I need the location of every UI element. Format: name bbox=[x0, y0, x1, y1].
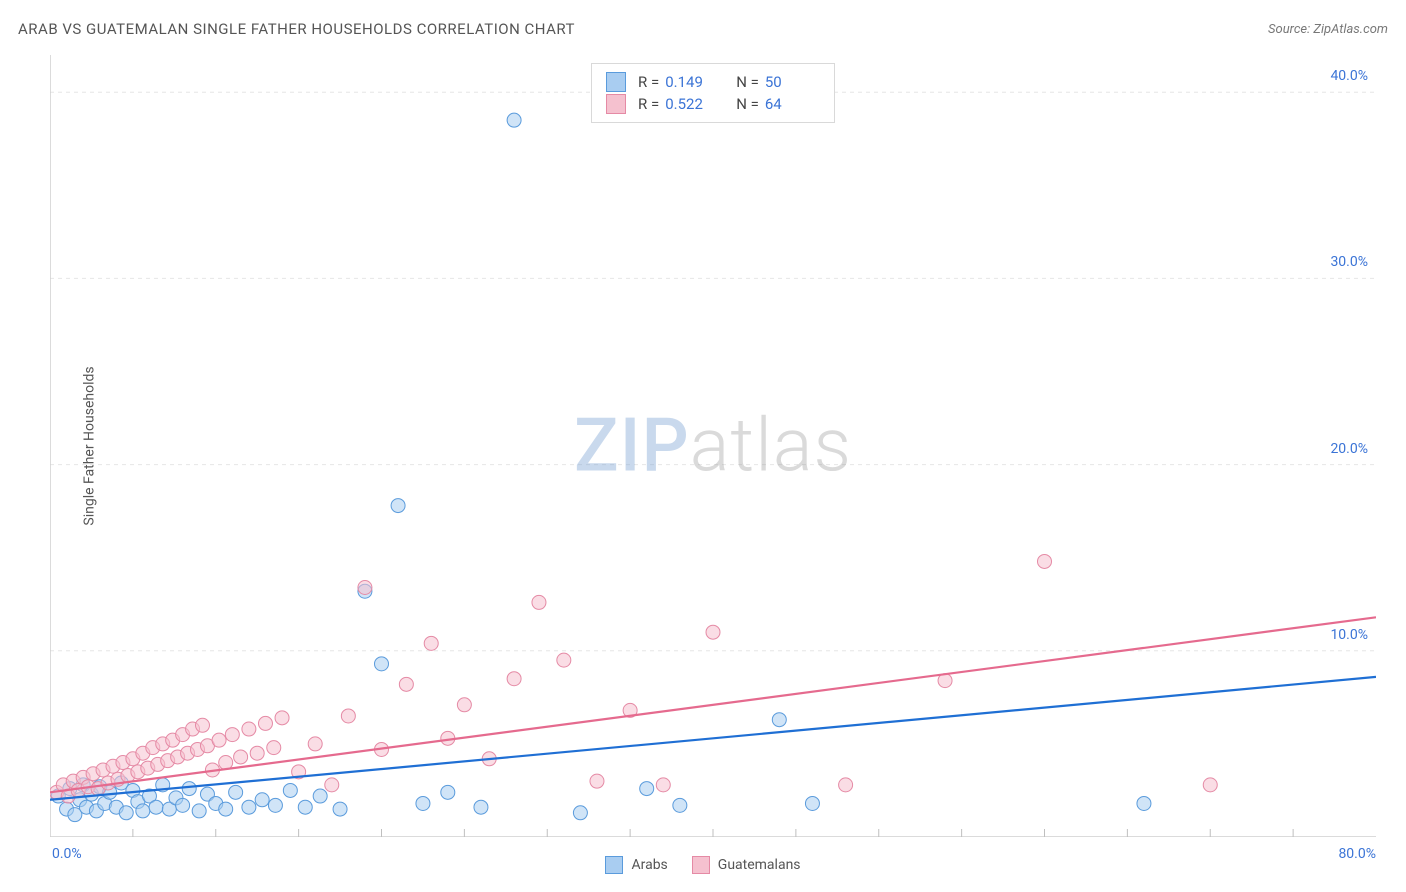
plot-area: ZIPatlas R =0.149N =50R =0.522N =64 bbox=[50, 55, 1376, 837]
r-label: R = bbox=[638, 95, 659, 113]
legend-row: R = 0.149 N = 50 bbox=[606, 72, 820, 92]
n-value: 64 bbox=[765, 95, 820, 113]
legend-label: Arabs bbox=[631, 857, 667, 873]
y-tick-label: 10.0% bbox=[1330, 627, 1368, 643]
n-value: 50 bbox=[765, 73, 820, 91]
y-tick-label: 30.0% bbox=[1330, 254, 1368, 270]
legend-item: Arabs bbox=[605, 856, 667, 874]
n-label: N = bbox=[736, 95, 759, 113]
legend-label: Guatemalans bbox=[718, 857, 801, 873]
y-tick-label: 20.0% bbox=[1330, 441, 1368, 457]
legend-row: R = 0.522 N = 64 bbox=[606, 94, 820, 114]
correlation-legend: R = 0.149 N = 50 R = 0.522 N = 64 bbox=[591, 63, 835, 123]
n-label: N = bbox=[736, 73, 759, 91]
y-axis-tick-labels: 10.0% 20.0% 30.0% 40.0% bbox=[1308, 55, 1368, 837]
legend-swatch-icon bbox=[606, 94, 626, 114]
y-tick-label: 40.0% bbox=[1330, 68, 1368, 84]
chart-title: ARAB VS GUATEMALAN SINGLE FATHER HOUSEHO… bbox=[18, 20, 575, 38]
legend-swatch-icon bbox=[606, 72, 626, 92]
chart-source: Source: ZipAtlas.com bbox=[1268, 22, 1388, 37]
r-label: R = bbox=[638, 73, 659, 91]
legend-swatch-icon bbox=[605, 856, 623, 874]
chart-header: ARAB VS GUATEMALAN SINGLE FATHER HOUSEHO… bbox=[18, 20, 1388, 38]
scatter-plot-svg bbox=[50, 55, 1376, 837]
r-value: 0.522 bbox=[665, 95, 720, 113]
legend-swatch-icon bbox=[692, 856, 710, 874]
series-legend: Arabs Guatemalans bbox=[0, 856, 1406, 878]
legend-item: Guatemalans bbox=[692, 856, 801, 874]
r-value: 0.149 bbox=[665, 73, 720, 91]
